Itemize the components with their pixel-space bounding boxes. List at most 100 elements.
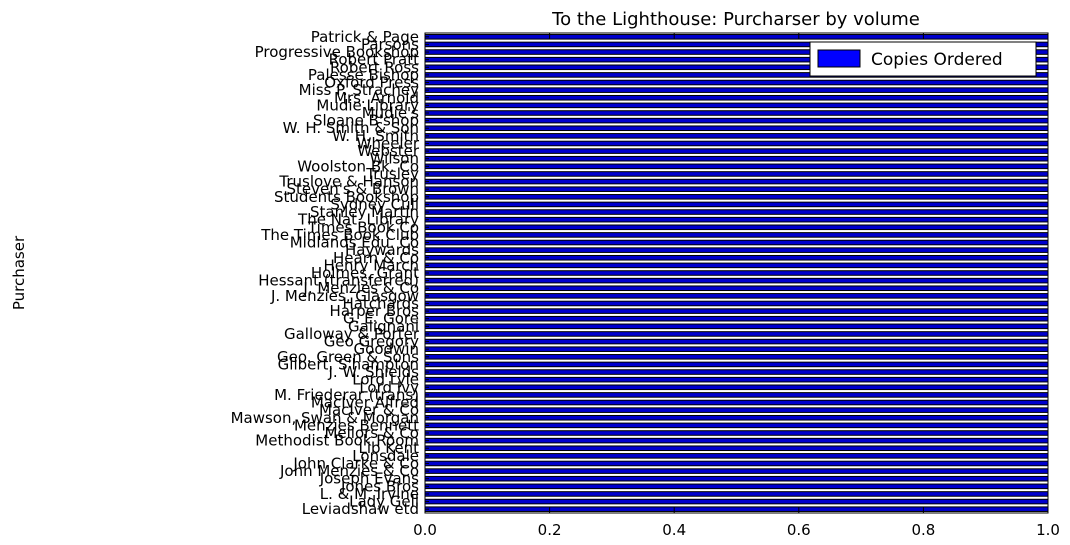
bar	[424, 94, 1049, 101]
bar	[424, 224, 1049, 231]
category-label: W. H. Smith	[332, 127, 419, 145]
category-label: Webster	[357, 142, 420, 160]
bar	[424, 87, 1049, 93]
bar	[424, 346, 1049, 352]
bar	[424, 392, 1049, 398]
category-label: J. W. Shields	[327, 363, 419, 381]
category-label: Holmes, Grant	[311, 264, 419, 282]
y-axis-label: Purchaser	[10, 235, 28, 310]
bar	[424, 300, 1049, 307]
bar	[424, 247, 1049, 253]
category-label: Gilbert, S'hampton	[278, 355, 419, 373]
category-label: J. Menzies, Glasgow	[270, 287, 419, 305]
category-label: Leviadshaw etd	[302, 500, 419, 518]
category-label: Mudie Library	[316, 96, 419, 114]
category-label: Sydney Cull	[330, 195, 419, 213]
x-axis-ticks: 0.0 0.2 0.4 0.6 0.8 1.0	[413, 33, 1060, 539]
category-label: Hatchards	[342, 294, 419, 312]
bar	[424, 414, 1049, 421]
chart-title: To the Lighthouse: Purcharser by volume	[551, 9, 920, 30]
bar	[424, 110, 1049, 116]
bar	[424, 171, 1049, 177]
x-tick-label: 0.2	[538, 521, 562, 539]
x-tick-label: 0.0	[413, 521, 437, 539]
category-label: Robert Pratt	[329, 51, 420, 69]
bars-group	[424, 34, 1049, 512]
bar	[424, 376, 1049, 383]
category-label: M. Friederar (trans)	[274, 386, 419, 404]
bar	[424, 315, 1049, 322]
bar	[424, 216, 1049, 223]
legend-label: Copies Ordered	[871, 50, 1003, 70]
bar	[424, 140, 1049, 147]
bar	[424, 239, 1049, 246]
x-tick-label: 0.4	[662, 521, 686, 539]
x-tick-label: 0.8	[911, 521, 935, 539]
legend: Copies Ordered	[809, 41, 1037, 77]
category-label: Harper Bros	[330, 302, 420, 320]
bar	[424, 155, 1049, 162]
category-label: Palesse Bishop	[308, 66, 419, 84]
plot-frame	[424, 32, 1049, 514]
bar	[424, 338, 1049, 345]
bar	[424, 430, 1049, 436]
bar	[424, 293, 1049, 299]
bar	[424, 399, 1049, 406]
category-label: Lib Kent	[358, 439, 419, 457]
category-label: MacIver & Co	[319, 401, 419, 419]
bar	[424, 354, 1049, 360]
category-label: Students Bookshop	[274, 188, 419, 206]
bar	[424, 232, 1049, 238]
category-label: Galloway & Porter	[284, 325, 420, 343]
category-label: Woolston Bk. Co	[297, 157, 419, 175]
category-label: Goodwin	[354, 340, 419, 358]
category-label: Geo Gregory	[324, 333, 419, 351]
category-label: Mawson, Swan & Morgan	[231, 409, 419, 427]
bar	[424, 117, 1049, 124]
bar	[424, 277, 1049, 284]
bar	[424, 483, 1049, 490]
bar	[424, 331, 1049, 337]
bar	[424, 201, 1049, 208]
bar	[424, 323, 1049, 330]
category-label: Lord Lyle	[352, 371, 419, 389]
category-label: Steven's & Brown	[287, 180, 420, 198]
category-label: Parsons	[361, 35, 419, 53]
bar	[424, 262, 1049, 269]
bar	[424, 34, 1049, 40]
category-label: Joseph Evans	[319, 470, 419, 488]
category-label: Patrick & Page	[311, 28, 419, 46]
bar	[424, 361, 1049, 368]
bar	[424, 186, 1049, 192]
category-label: Jones Bros	[340, 477, 419, 495]
bar	[424, 453, 1049, 459]
category-label: Geo. Green & Sons	[277, 348, 419, 366]
category-label: Sloane B'shop	[313, 112, 419, 130]
category-label: John Clarke & Co	[292, 454, 419, 472]
category-label: J. Menzies & Co	[302, 279, 419, 297]
bar	[424, 460, 1049, 467]
bar	[424, 254, 1049, 261]
bar	[424, 475, 1049, 482]
bar	[424, 422, 1049, 429]
bar	[424, 133, 1049, 139]
bar	[424, 270, 1049, 276]
category-label: Truslove & Hanson	[278, 173, 419, 191]
category-label: Trusley	[365, 165, 419, 183]
category-label: Mrs. Arnold	[334, 89, 419, 107]
category-label: Menzies Bennett	[294, 416, 419, 434]
x-tick-label: 1.0	[1036, 521, 1060, 539]
category-label: Hessant (transferred)	[258, 272, 419, 290]
category-label: Wilson	[370, 150, 419, 168]
category-label: Lady Gell	[349, 493, 419, 511]
category-label: L. & M. Irvine	[320, 485, 419, 503]
category-label: Galignani	[348, 317, 419, 335]
category-label: Progressive Bookshop	[255, 43, 419, 61]
category-label: The Nat. Library	[297, 211, 419, 229]
bar	[424, 437, 1049, 444]
category-label: Mudie's	[362, 104, 419, 122]
bar	[424, 308, 1049, 314]
bar	[424, 194, 1049, 200]
